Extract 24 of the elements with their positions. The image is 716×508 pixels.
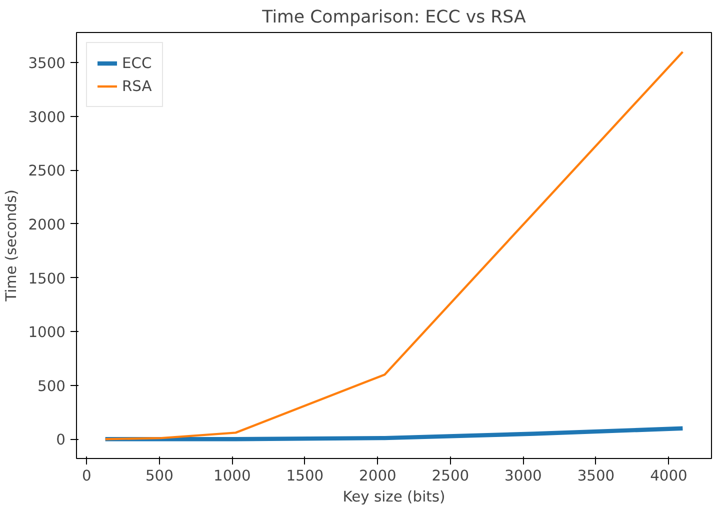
x-tick-label: 1000	[214, 468, 251, 484]
y-axis-title: Time (seconds)	[3, 190, 20, 302]
y-tick-label: 3500	[28, 55, 66, 72]
y-tick-label: 500	[38, 378, 66, 395]
y-tick-label: 2500	[28, 162, 66, 180]
x-tick-label: 3500	[577, 468, 615, 484]
line-series	[104, 50, 684, 440]
y-tick-label: 2000	[28, 216, 66, 234]
y-tick-label: 1500	[28, 270, 66, 288]
x-tick-label: 4000	[650, 468, 688, 484]
x-axis-title: Key size (bits)	[342, 488, 446, 506]
y-tick-label: 0	[56, 432, 66, 449]
x-tick-label: 2500	[432, 468, 470, 484]
x-tick-label: 0	[82, 468, 92, 484]
x-tick-label: 500	[145, 468, 174, 484]
legend-label: RSA	[122, 78, 152, 94]
chart-title: Time Comparison: ECC vs RSA	[261, 8, 526, 28]
line-series	[103, 426, 685, 442]
legend-label: ECC	[122, 54, 152, 72]
y-tick-label: 3000	[28, 108, 66, 126]
x-tick-label: 3000	[504, 468, 542, 484]
y-tick-label: 1000	[28, 324, 66, 342]
x-tick-label: 2000	[359, 468, 396, 484]
x-tick-label: 1500	[286, 468, 324, 484]
